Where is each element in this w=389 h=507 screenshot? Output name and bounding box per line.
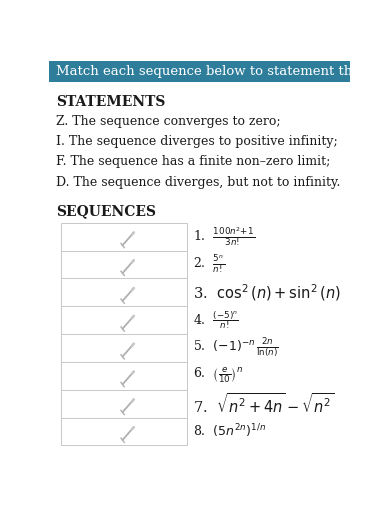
Text: I. The sequence diverges to positive infinity;: I. The sequence diverges to positive inf… [56, 135, 338, 148]
Text: F. The sequence has a finite non–zero limit;: F. The sequence has a finite non–zero li… [56, 156, 331, 168]
Text: 7.  $\sqrt{n^2+4n} - \sqrt{n^2}$: 7. $\sqrt{n^2+4n} - \sqrt{n^2}$ [193, 392, 335, 416]
Text: 6.  $\left(\frac{e}{10}\right)^n$: 6. $\left(\frac{e}{10}\right)^n$ [193, 366, 244, 385]
Text: STATEMENTS: STATEMENTS [56, 95, 166, 109]
Text: Match each sequence below to statement that BEST fits it.: Match each sequence below to statement t… [56, 65, 389, 78]
Bar [49, 61, 350, 82]
Text: Z. The sequence converges to zero;: Z. The sequence converges to zero; [56, 115, 281, 128]
Text: SEQUENCES: SEQUENCES [56, 204, 156, 218]
Text: D. The sequence diverges, but not to infinity.: D. The sequence diverges, but not to inf… [56, 176, 340, 189]
Text: 5.  $(-1)^{-n}\,\frac{2n}{\ln(n)}$: 5. $(-1)^{-n}\,\frac{2n}{\ln(n)}$ [193, 336, 279, 360]
Text: 1.  $\frac{100n^2\!+\!1}{3n!}$: 1. $\frac{100n^2\!+\!1}{3n!}$ [193, 226, 256, 248]
Text: 8.  $\left(5n^{2n}\right)^{1/n}$: 8. $\left(5n^{2n}\right)^{1/n}$ [193, 423, 266, 440]
Bar [61, 223, 187, 445]
Text: 4.  $\frac{(-5)^n}{n!}$: 4. $\frac{(-5)^n}{n!}$ [193, 309, 239, 331]
Text: 2.  $\frac{5^n}{n!}$: 2. $\frac{5^n}{n!}$ [193, 254, 226, 275]
Text: 3.  $\cos^2(n) + \sin^2(n)$: 3. $\cos^2(n) + \sin^2(n)$ [193, 282, 341, 303]
